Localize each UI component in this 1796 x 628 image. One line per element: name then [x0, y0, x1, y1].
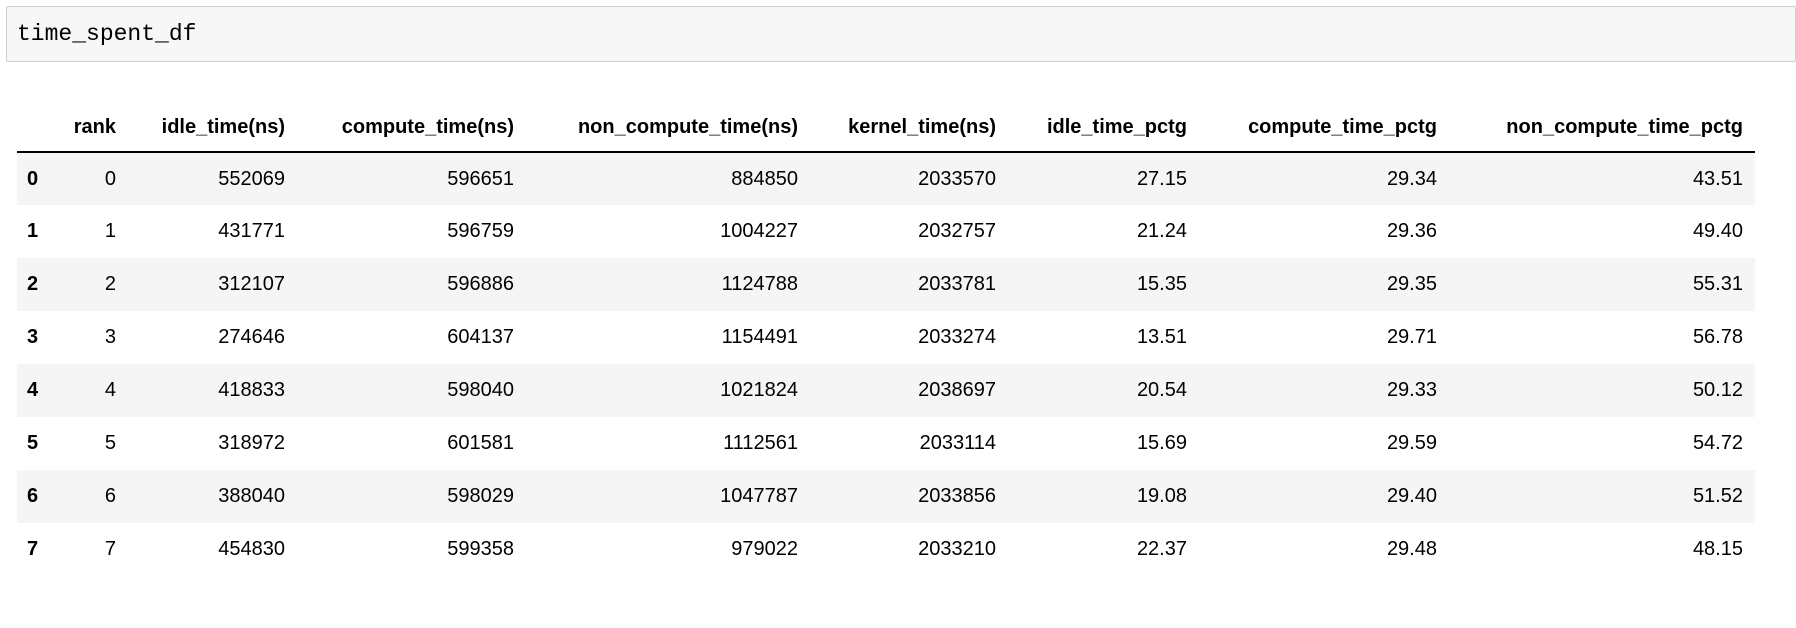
row-index: 2 [27, 273, 39, 295]
row-index: 7 [27, 538, 39, 560]
table-cell: 22.37 [1136, 538, 1187, 560]
table-cell: 431771 [218, 220, 285, 242]
table-cell: 596886 [447, 273, 514, 295]
table-cell: 318972 [218, 432, 285, 454]
table-row: 4 4 418833 598040 1021824 2038697 20.54 29.33 50… [17, 364, 1755, 417]
column-header: idle_time_pctg [1008, 104, 1199, 153]
dataframe-table: rank idle_time(ns) compute_time(ns) non_com… [17, 104, 1755, 576]
table-cell: 2033274 [918, 326, 996, 348]
table-cell: 15.35 [1136, 273, 1187, 295]
table-row: 3 3 274646 604137 1154491 2033274 13.51 29.71 56… [17, 311, 1755, 364]
table-cell: 19.08 [1136, 485, 1187, 507]
table-cell: 54.72 [1692, 432, 1743, 454]
code-text: time_spent_df [17, 21, 197, 47]
column-header: kernel_time(ns) [810, 104, 1008, 153]
row-index: 5 [27, 432, 39, 454]
table-cell: 29.33 [1386, 379, 1437, 401]
table-row: 1 1 431771 596759 1004227 2032757 21.24 29.36 49… [17, 205, 1755, 258]
table-cell: 7 [104, 538, 116, 560]
row-index: 6 [27, 485, 39, 507]
table-row: 5 5 318972 601581 1112561 2033114 15.69 29.59 54… [17, 417, 1755, 470]
table-cell: 598029 [447, 485, 514, 507]
table-cell: 1154491 [721, 326, 798, 348]
table-row: 6 6 388040 598029 1047787 2033856 19.08 29.40 51… [17, 470, 1755, 523]
row-index: 0 [27, 167, 39, 190]
table-cell: 20.54 [1136, 379, 1187, 401]
table-cell: 418833 [218, 379, 285, 401]
row-index: 4 [27, 379, 39, 401]
table-cell: 49.40 [1692, 220, 1743, 242]
table-cell: 2033781 [918, 273, 996, 295]
table-cell: 2033856 [918, 485, 996, 507]
table-cell: 4 [104, 379, 116, 401]
table-cell: 312107 [218, 273, 285, 295]
table-cell: 6 [104, 485, 116, 507]
table-cell: 388040 [218, 485, 285, 507]
column-header: compute_time(ns) [297, 104, 526, 153]
table-cell: 56.78 [1692, 326, 1743, 348]
table-cell: 29.35 [1386, 273, 1437, 295]
table-cell: 2038697 [918, 379, 996, 401]
table-cell: 2033570 [918, 167, 996, 190]
table-cell: 51.52 [1692, 485, 1743, 507]
column-header: idle_time(ns) [128, 104, 297, 153]
table-cell: 1004227 [720, 220, 798, 242]
row-index: 1 [27, 220, 39, 242]
table-cell: 43.51 [1692, 167, 1743, 190]
table-cell: 1047787 [720, 485, 798, 507]
table-cell: 598040 [447, 379, 514, 401]
table-cell: 552069 [218, 167, 285, 190]
table-cell: 596651 [447, 167, 514, 190]
row-index: 3 [27, 326, 39, 348]
table-cell: 601581 [447, 432, 514, 454]
table-cell: 2033210 [918, 538, 996, 560]
column-header: rank [60, 104, 128, 153]
table-cell: 50.12 [1692, 379, 1743, 401]
table-cell: 29.34 [1386, 167, 1437, 190]
table-cell: 596759 [447, 220, 514, 242]
table-cell: 29.48 [1386, 538, 1437, 560]
table-cell: 1021824 [720, 379, 798, 401]
table-cell: 13.51 [1136, 326, 1187, 348]
table-cell: 1 [104, 220, 116, 242]
table-cell: 274646 [218, 326, 285, 348]
column-header: non_compute_time_pctg [1449, 104, 1755, 153]
table-cell: 27.15 [1136, 167, 1187, 190]
table-cell: 29.71 [1386, 326, 1437, 348]
table-cell: 2032757 [918, 220, 996, 242]
table-row: 2 2 312107 596886 1124788 2033781 15.35 29.35 55… [17, 258, 1755, 311]
table-cell: 29.40 [1386, 485, 1437, 507]
table-row: 7 7 454830 599358 979022 2033210 22.37 29.48 48.… [17, 523, 1755, 576]
table-cell: 884850 [731, 167, 798, 190]
column-header: compute_time_pctg [1199, 104, 1449, 153]
column-header [17, 104, 60, 153]
table-cell: 2033114 [919, 432, 996, 454]
table-cell: 29.36 [1386, 220, 1437, 242]
table-cell: 29.59 [1386, 432, 1437, 454]
table-cell: 1112561 [723, 432, 798, 454]
code-input-cell[interactable]: time_spent_df [6, 6, 1796, 62]
table-cell: 1124788 [721, 273, 798, 295]
table-cell: 604137 [447, 326, 514, 348]
table-cell: 599358 [447, 538, 514, 560]
table-cell: 48.15 [1692, 538, 1743, 560]
table-cell: 55.31 [1692, 273, 1743, 295]
column-header: non_compute_time(ns) [526, 104, 810, 153]
table-cell: 21.24 [1136, 220, 1187, 242]
header-row: rank idle_time(ns) compute_time(ns) non_com… [17, 104, 1755, 153]
table-cell: 15.69 [1136, 432, 1187, 454]
table-cell: 454830 [218, 538, 285, 560]
table-cell: 0 [104, 167, 116, 190]
table-row: 0 0 552069 596651 884850 2033570 27.15 29.34 43.… [17, 152, 1755, 205]
table-cell: 3 [104, 326, 116, 348]
table-cell: 979022 [731, 538, 798, 560]
table-cell: 5 [104, 432, 116, 454]
table-cell: 2 [104, 273, 116, 295]
